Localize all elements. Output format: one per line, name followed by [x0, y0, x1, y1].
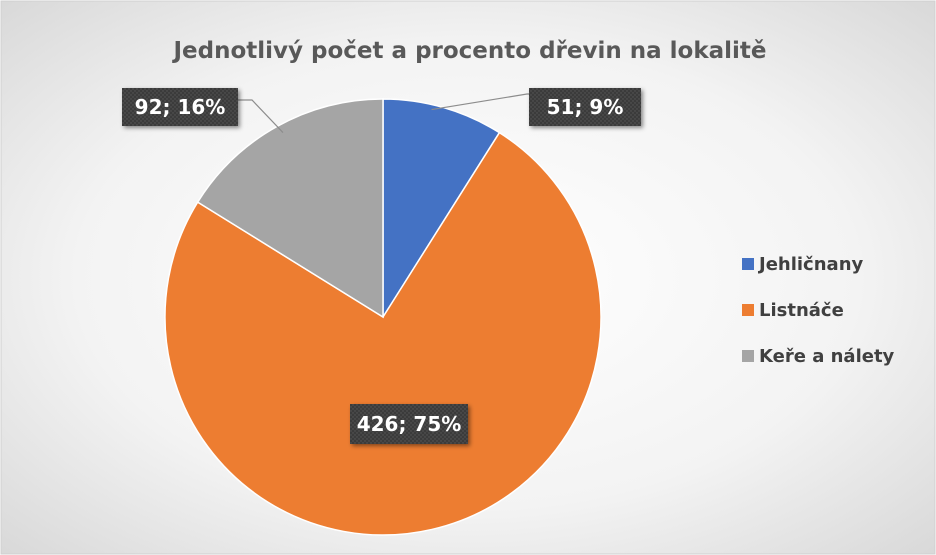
legend-item-jehlicnany[interactable]: Jehličnany — [742, 254, 864, 275]
legend-swatch — [742, 350, 754, 362]
legend: Jehličnany Listnáče Keře a nálety — [742, 254, 895, 367]
legend-swatch — [742, 304, 754, 316]
pie-slice-listnace[interactable] — [164, 131, 602, 536]
legend-label: Listnáče — [759, 300, 844, 321]
leader-line-jehlicnany — [431, 93, 529, 111]
data-label-jehlicnany: 51; 9% — [529, 88, 641, 126]
legend-item-listnace[interactable]: Listnáče — [742, 300, 844, 321]
data-label-text: 426; 75% — [357, 412, 462, 436]
legend-label: Keře a nálety — [759, 346, 895, 367]
pie-slices — [164, 98, 602, 536]
legend-swatch — [742, 258, 754, 270]
data-label-kere-a-nalety: 92; 16% — [122, 88, 238, 126]
data-labels: 51; 9% 426; 75% 92; 16% — [122, 88, 641, 444]
data-label-listnace: 426; 75% — [350, 404, 468, 444]
data-label-text: 51; 9% — [547, 95, 624, 119]
leader-lines — [238, 93, 529, 133]
chart-title: Jednotlivý počet a procento dřevin na lo… — [171, 38, 766, 64]
data-label-box — [529, 88, 641, 126]
data-label-box — [350, 404, 468, 444]
legend-label: Jehličnany — [757, 254, 864, 275]
legend-item-kere-a-nalety[interactable]: Keře a nálety — [742, 346, 895, 367]
data-label-text: 92; 16% — [135, 95, 226, 119]
data-label-box — [122, 88, 238, 126]
leader-line-kere-a-nalety — [238, 99, 284, 133]
